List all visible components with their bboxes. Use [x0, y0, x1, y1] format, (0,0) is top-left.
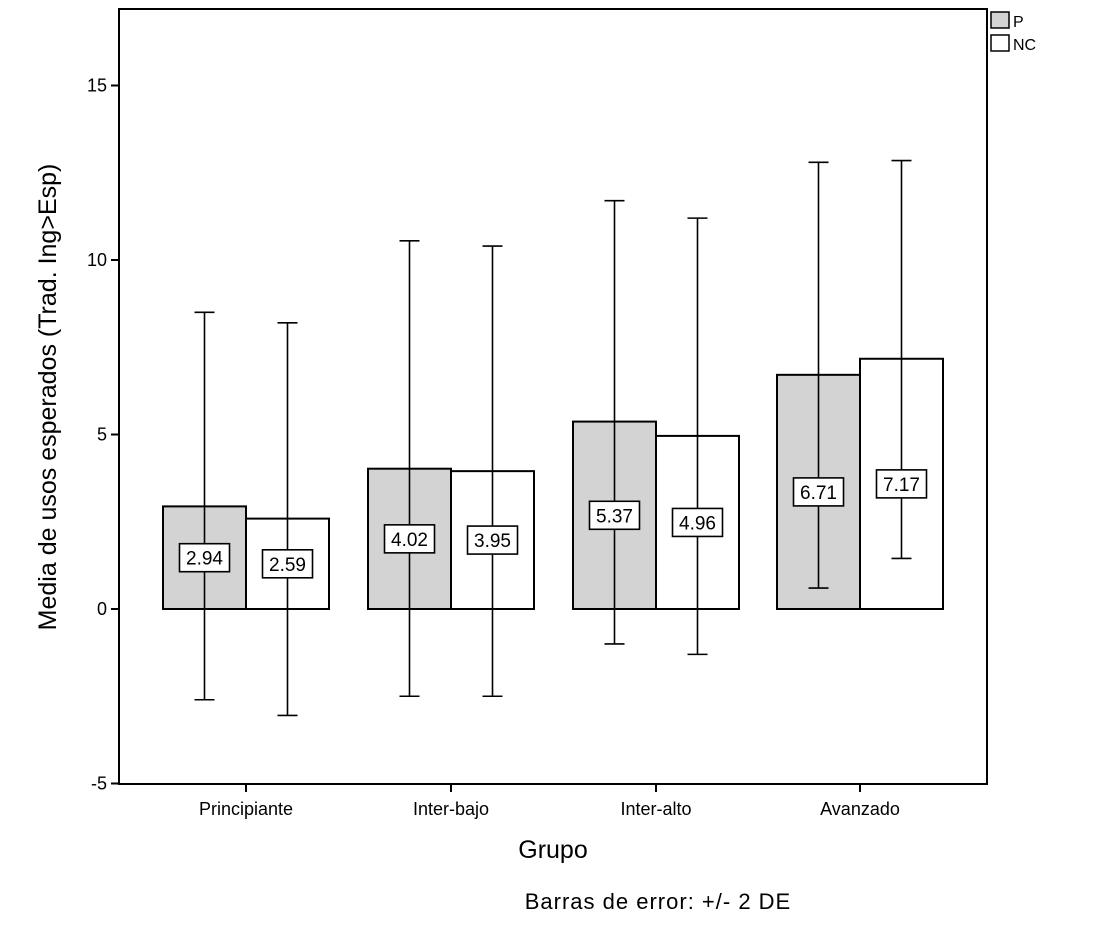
value-label: 2.94: [186, 549, 223, 570]
bars-group: 2.94 2.59 4.02 3.95 5.37 4.96 6.71 7.17: [162, 159, 944, 717]
value-label: 2.59: [269, 555, 306, 576]
y-tick-label: 15: [87, 76, 107, 96]
y-axis-title: Media de usos esperados (Trad. Ing>Esp): [34, 164, 62, 631]
y-tick-label: 5: [97, 425, 107, 445]
value-label-box: [588, 500, 641, 531]
value-label-box: [875, 469, 928, 499]
value-label-box: [383, 524, 436, 554]
legend-label-p: P: [1013, 14, 1024, 31]
legend-swatch-p: [990, 11, 1010, 29]
plot-frame: [118, 8, 988, 785]
value-label: 4.96: [679, 513, 716, 534]
x-category-label: Inter-alto: [620, 799, 691, 819]
x-category-label: Inter-bajo: [413, 799, 489, 819]
value-label: 5.37: [596, 506, 633, 527]
x-category-label: Principiante: [199, 799, 293, 819]
value-label-box: [261, 549, 314, 579]
y-tick-label: -5: [91, 774, 107, 794]
error-bar-footnote: Barras de error: +/- 2 DE: [525, 889, 791, 914]
value-label: 4.02: [391, 530, 428, 551]
value-label-box: [671, 507, 724, 538]
x-category-label: Avanzado: [820, 799, 900, 819]
legend-label-nc: NC: [1013, 37, 1036, 54]
value-label-box: [792, 477, 845, 507]
value-label: 3.95: [474, 531, 511, 552]
value-label-box: [178, 542, 231, 573]
legend: P NC: [990, 11, 1036, 54]
x-axis-title: Grupo: [518, 836, 587, 864]
x-axis: Principiante Inter-bajo Inter-alto Avanzado: [199, 784, 900, 819]
value-label: 7.17: [883, 475, 920, 496]
y-axis: -5 0 5 10 15: [87, 76, 119, 794]
y-tick-label: 0: [97, 599, 107, 619]
value-label: 6.71: [800, 483, 837, 504]
y-tick-label: 10: [87, 250, 107, 270]
value-label-box: [466, 525, 519, 555]
legend-swatch-nc: [990, 34, 1010, 52]
